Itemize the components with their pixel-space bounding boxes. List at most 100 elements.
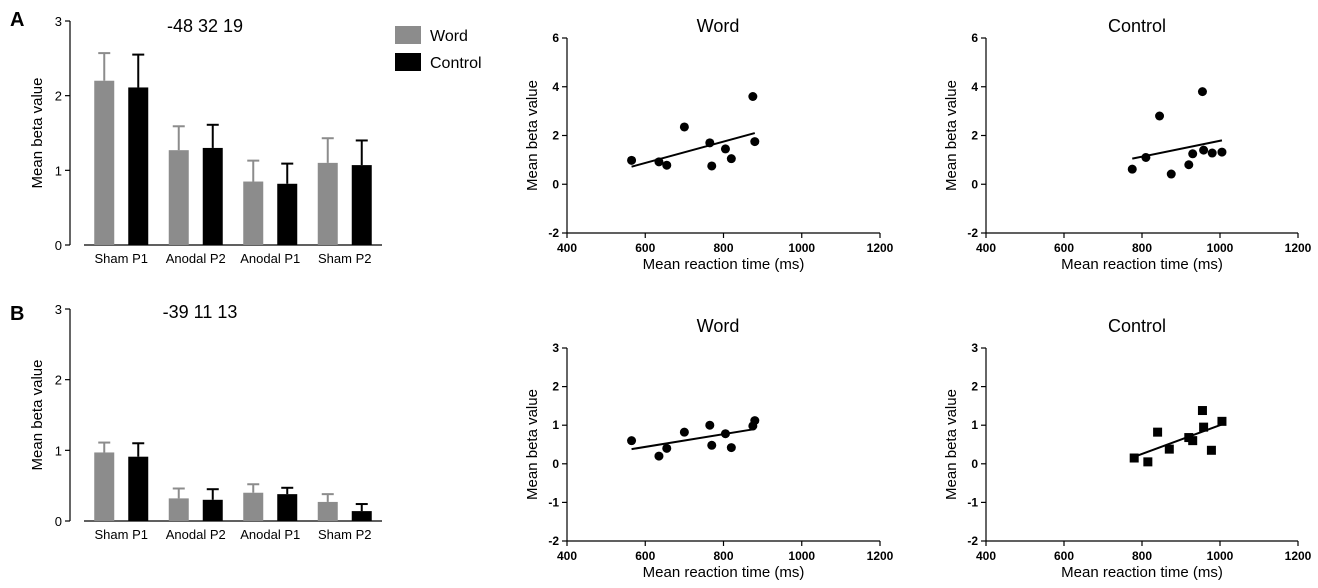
chart-title: Word [697, 16, 740, 36]
y-tick-label: 2 [971, 380, 978, 394]
x-category-label: Sham P2 [318, 251, 371, 266]
data-point [1143, 457, 1153, 467]
y-tick-label: 4 [971, 80, 978, 94]
bar-word-sham-p1 [94, 452, 115, 521]
x-category-label: Sham P1 [95, 251, 148, 266]
y-tick-label: 1 [55, 163, 62, 178]
x-tick-label: 400 [976, 549, 996, 563]
data-point [726, 154, 736, 164]
y-axis-label: Mean beta value [524, 389, 541, 500]
y-tick-label: 0 [552, 177, 559, 191]
data-point [750, 137, 760, 147]
coordinate-annotation: -48 32 19 [167, 16, 243, 36]
x-axis-label: Mean reaction time (ms) [643, 256, 805, 273]
y-tick-label: 2 [552, 129, 559, 143]
scatter-word-a: -2 0 2 4 6 400 600 800 1000 1200 Mean reaction tim… [524, 16, 894, 273]
bar-word-anodal-p2 [168, 498, 189, 521]
legend-swatch-control [395, 53, 421, 71]
bar-word-sham-p1 [94, 80, 115, 245]
y-tick-label: 0 [55, 238, 62, 253]
y-tick-label: 2 [55, 373, 62, 388]
bar-control-sham-p2 [351, 165, 372, 245]
y-tick-label: 0 [552, 457, 559, 471]
y-tick-label: 0 [55, 514, 62, 529]
y-tick-label: 3 [55, 14, 62, 29]
data-point [720, 144, 730, 154]
x-tick-label: 1200 [1285, 549, 1312, 563]
chart-title: Word [697, 316, 740, 336]
data-point [1155, 111, 1165, 121]
y-tick-label: 3 [55, 302, 62, 317]
data-point [705, 138, 715, 148]
y-tick-label: 4 [552, 80, 559, 94]
x-category-label: Anodal P1 [240, 251, 300, 266]
y-tick-label: 2 [552, 380, 559, 394]
scatter-word-b: -2 -1 0 1 2 3 400 600 800 1000 1200 Mean reaction t… [524, 316, 894, 581]
data-point [1217, 147, 1227, 157]
x-tick-label: 1000 [788, 241, 815, 255]
x-tick-label: 1200 [867, 241, 894, 255]
data-point [1197, 406, 1207, 416]
bar-control-anodal-p1 [277, 494, 298, 521]
data-point [1199, 145, 1209, 155]
x-category-label: Anodal P1 [240, 527, 300, 542]
data-point [1207, 148, 1217, 158]
bar-word-sham-p2 [317, 162, 338, 245]
data-point [705, 420, 715, 430]
data-point [1199, 422, 1209, 432]
legend-label-word: Word [430, 28, 468, 45]
data-point [662, 160, 672, 170]
legend-label-control: Control [430, 55, 482, 72]
data-point [1206, 445, 1216, 455]
x-axis-label: Mean reaction time (ms) [1061, 564, 1223, 581]
y-tick-label: -2 [967, 226, 978, 240]
y-tick-label: 2 [55, 89, 62, 104]
x-tick-label: 800 [713, 241, 733, 255]
x-tick-label: 1200 [1285, 241, 1312, 255]
y-axis-label: Mean beta value [524, 80, 541, 191]
y-tick-label: 3 [971, 341, 978, 355]
bar-control-anodal-p2 [202, 147, 223, 245]
data-point [654, 157, 664, 167]
data-point [627, 436, 637, 446]
data-point [720, 429, 730, 439]
x-tick-label: 800 [1132, 549, 1152, 563]
x-tick-label: 800 [1132, 241, 1152, 255]
x-tick-label: 400 [976, 241, 996, 255]
bar-control-sham-p2 [351, 511, 372, 521]
coordinate-annotation: -39 11 13 [163, 302, 238, 322]
y-tick-label: 6 [552, 31, 559, 45]
x-tick-label: 1000 [1207, 241, 1234, 255]
data-point [707, 161, 717, 171]
x-axis-label: Mean reaction time (ms) [1061, 256, 1223, 273]
x-tick-label: 1000 [1207, 549, 1234, 563]
y-tick-label: -1 [548, 495, 559, 509]
x-category-label: Anodal P2 [166, 251, 226, 266]
y-tick-label: -2 [548, 534, 559, 548]
data-point [679, 427, 689, 437]
data-point [1166, 169, 1176, 179]
y-tick-label: -2 [967, 534, 978, 548]
data-point [726, 443, 736, 453]
x-category-label: Sham P2 [318, 527, 371, 542]
bar-word-sham-p2 [317, 501, 338, 521]
x-tick-label: 600 [1054, 241, 1074, 255]
bar-word-anodal-p1 [243, 181, 264, 245]
data-point [1188, 149, 1198, 159]
y-tick-label: 0 [971, 177, 978, 191]
y-axis-label: Mean beta value [29, 360, 46, 471]
data-point [1164, 444, 1174, 454]
y-tick-label: 1 [552, 418, 559, 432]
data-point [654, 451, 664, 461]
y-axis-label: Mean beta value [943, 389, 960, 500]
data-point [679, 122, 689, 132]
data-point [1188, 436, 1198, 446]
data-point [1184, 160, 1194, 170]
scatter-control-b: -2 -1 0 1 2 3 400 600 800 1000 1200 Mean reaction t… [943, 316, 1312, 581]
y-tick-label: -1 [967, 495, 978, 509]
regression-line [631, 428, 755, 451]
chart-title: Control [1108, 316, 1166, 336]
panel-label-b: B [10, 303, 24, 325]
y-axis-label: Mean beta value [29, 78, 46, 189]
bar-chart-a: 0 1 2 3 Mean beta value -48 32 19 Sham P1 Anoda… [29, 14, 382, 266]
